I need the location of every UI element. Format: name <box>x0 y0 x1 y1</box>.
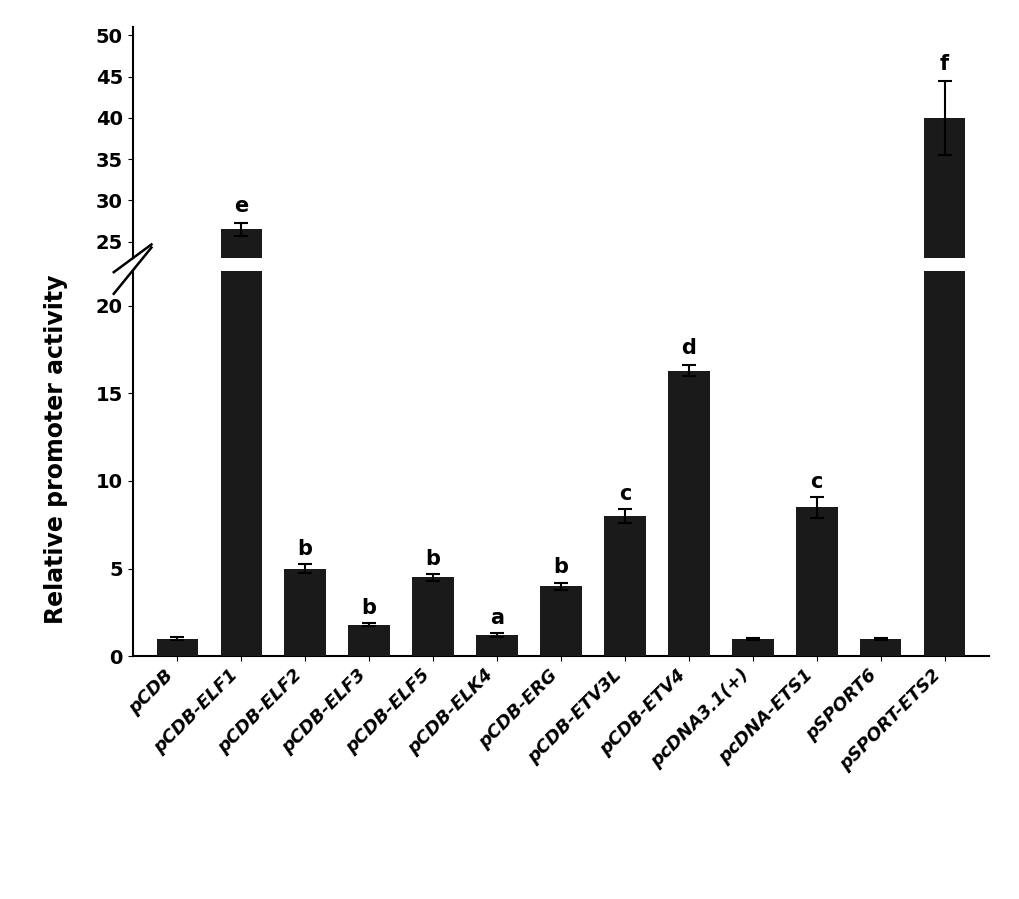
Bar <box>412 577 453 656</box>
Bar <box>348 433 389 449</box>
Text: b: b <box>553 557 568 577</box>
Bar <box>157 441 198 449</box>
Text: c: c <box>619 484 631 503</box>
Bar <box>284 407 326 449</box>
Text: b: b <box>298 539 313 559</box>
Bar <box>476 636 518 656</box>
Bar <box>667 314 709 449</box>
Text: b: b <box>362 598 376 618</box>
Bar <box>348 625 389 656</box>
Text: f: f <box>940 54 949 74</box>
Bar <box>540 586 581 656</box>
Bar <box>540 415 581 449</box>
Bar <box>795 378 837 449</box>
Bar <box>795 507 837 656</box>
Bar <box>667 370 709 656</box>
Bar <box>284 569 326 656</box>
Text: c: c <box>810 471 822 492</box>
Bar <box>157 639 198 656</box>
Bar <box>603 516 645 656</box>
Bar <box>923 118 964 449</box>
Bar <box>859 441 901 449</box>
Bar <box>732 441 772 449</box>
Bar <box>859 639 901 656</box>
Bar <box>603 382 645 449</box>
Text: a: a <box>489 609 503 628</box>
Bar <box>412 411 453 449</box>
Text: Relative promoter activity: Relative promoter activity <box>44 275 68 624</box>
Text: e: e <box>234 196 249 216</box>
Bar <box>220 229 262 449</box>
Bar <box>220 191 262 656</box>
Bar <box>923 0 964 656</box>
Bar <box>732 639 772 656</box>
Bar <box>476 439 518 449</box>
Text: d: d <box>681 338 696 359</box>
Text: b: b <box>425 548 440 569</box>
